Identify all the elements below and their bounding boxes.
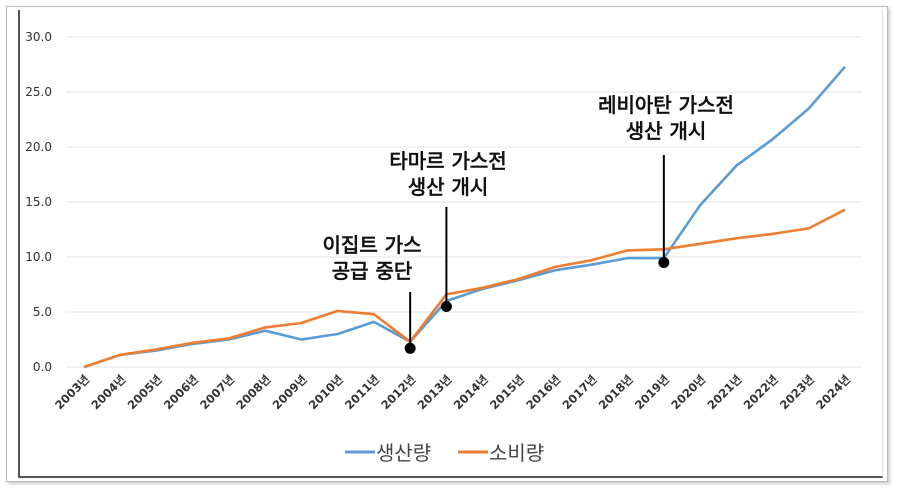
x-tick-label: 2022년: [741, 372, 781, 412]
annotation-label: 생산 개시: [626, 119, 707, 143]
x-tick-label: 2017년: [559, 372, 599, 412]
x-tick-label: 2005년: [125, 372, 165, 412]
x-tick-label: 2006년: [161, 372, 201, 412]
x-tick-label: 2008년: [233, 372, 273, 412]
x-tick-label: 2004년: [88, 372, 128, 412]
x-tick-label: 2021년: [704, 372, 744, 412]
x-tick-label: 2015년: [487, 372, 527, 412]
x-tick-label: 2016년: [523, 372, 563, 412]
y-tick-label: 30.0: [25, 30, 52, 44]
x-tick-label: 2003년: [52, 372, 92, 412]
annotation-marker: [658, 257, 670, 268]
x-tick-label: 2024년: [813, 372, 853, 412]
y-tick-label: 10.0: [25, 250, 52, 264]
y-tick-label: 20.0: [25, 140, 52, 154]
x-tick-label: 2014년: [451, 372, 491, 412]
legend-label: 소비량: [489, 441, 544, 465]
annotation-marker: [440, 301, 452, 312]
y-tick-label: 15.0: [25, 195, 52, 209]
annotation-label: 공급 중단: [332, 259, 413, 283]
y-tick-label: 5.0: [33, 305, 52, 319]
chart-inner-border: [18, 10, 883, 478]
x-tick-label: 2009년: [270, 372, 310, 412]
x-tick-label: 2010년: [306, 372, 346, 412]
x-tick-label: 2019년: [632, 372, 672, 412]
annotation-label: 타마르 가스전: [389, 149, 506, 173]
annotation-label: 생산 개시: [408, 175, 489, 199]
y-tick-label: 25.0: [25, 85, 52, 99]
x-tick-label: 2020년: [668, 372, 708, 412]
x-tick-label: 2007년: [197, 372, 237, 412]
annotation-label: 레비아탄 가스전: [598, 93, 734, 117]
series-line-consumption: [83, 208, 846, 369]
x-tick-label: 2011년: [342, 372, 382, 412]
annotation-label: 이집트 가스: [323, 233, 422, 257]
annotation-marker: [404, 342, 416, 354]
x-tick-label: 2012년: [378, 372, 418, 412]
legend-label: 생산량: [376, 441, 431, 465]
x-tick-label: 2018년: [596, 372, 636, 412]
x-tick-label: 2013년: [415, 372, 455, 412]
y-tick-label: 0.0: [33, 360, 52, 374]
x-tick-label: 2023년: [777, 372, 817, 412]
